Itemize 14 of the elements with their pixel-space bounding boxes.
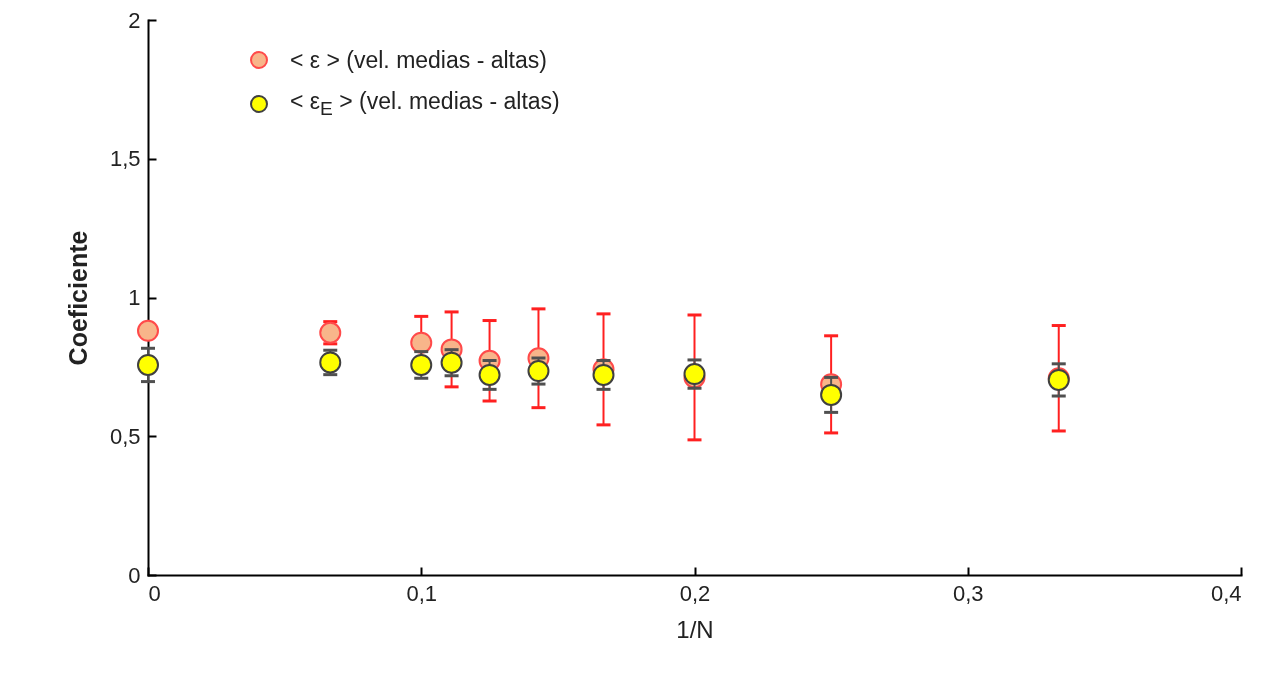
y-tick-label: 2 xyxy=(128,7,141,33)
x-tick-label: 0,2 xyxy=(679,580,711,606)
y-tick-label: 0,5 xyxy=(109,423,141,449)
y-axis-title: Coeficiente xyxy=(63,230,92,366)
legend-label: < ε > (vel. medias - altas) xyxy=(290,46,547,74)
x-tick-label: 0,3 xyxy=(952,580,984,606)
x-tick-label: 0 xyxy=(148,580,161,606)
y-tick-label: 1,5 xyxy=(109,146,141,172)
x-tick-label: 0,4 xyxy=(1210,580,1242,606)
legend-label: < ε$_{E}$ > (vel. medias - altas) xyxy=(290,88,560,120)
y-tick-label: 1 xyxy=(128,285,141,310)
y-tick-label: 0 xyxy=(128,562,141,588)
x-axis-title: 1/N xyxy=(676,615,714,643)
x-tick-label: 0,1 xyxy=(406,580,438,606)
